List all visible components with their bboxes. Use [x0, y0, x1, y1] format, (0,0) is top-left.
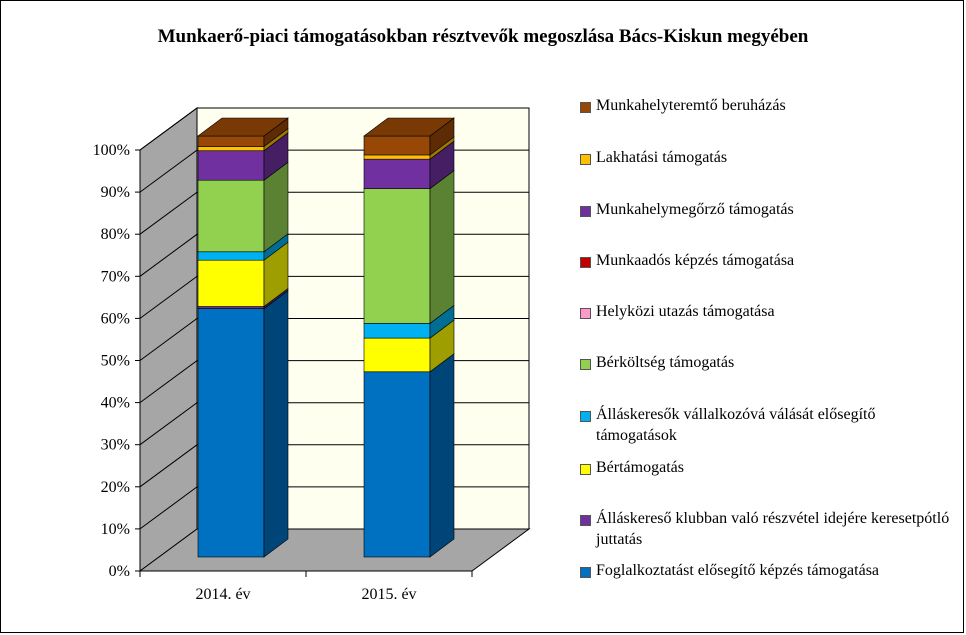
- y-tick-label: 40%: [101, 395, 130, 412]
- bar-top: [197, 117, 289, 137]
- legend-label: Álláskeresők vállalkozóvá válását előseg…: [596, 406, 876, 444]
- y-tick-label: 50%: [101, 353, 130, 370]
- bar-segment-side: [429, 170, 455, 324]
- legend-swatch: [580, 308, 591, 319]
- legend-label: Bérköltség támogatás: [596, 354, 735, 371]
- y-tick-label: 90%: [101, 184, 130, 201]
- legend-swatch: [580, 515, 591, 526]
- bars: [197, 117, 455, 558]
- gridline: [139, 107, 529, 151]
- legend-label: Helyközi utazás támogatása: [596, 303, 775, 320]
- legend-label: Bértámogatás: [596, 459, 684, 476]
- legend-label: Álláskereső klubban való részvétel idejé…: [596, 510, 950, 548]
- y-tick-label: 30%: [101, 437, 130, 454]
- legend-label: Foglalkoztatást elősegítő képzés támogat…: [596, 562, 880, 579]
- bar-stack: [197, 117, 289, 558]
- axes: [135, 149, 473, 577]
- legend-swatch: [580, 257, 591, 268]
- bar-segment: [197, 259, 265, 307]
- legend-swatch: [580, 464, 591, 475]
- x-tick-label: 2014. év: [195, 586, 250, 603]
- legend-label: Lakhatási támogatás: [596, 149, 728, 166]
- bar-segment: [197, 146, 265, 152]
- legend-swatch: [580, 567, 591, 578]
- chart-title: Munkaerő-piaci támogatásokban résztvevők…: [157, 26, 809, 47]
- bar-segment-side: [429, 353, 455, 558]
- y-tick-label: 100%: [93, 142, 130, 159]
- y-tick-label: 80%: [101, 226, 130, 243]
- bar-segment: [197, 179, 265, 253]
- bar-segment: [197, 135, 265, 147]
- y-tick-label: 70%: [101, 268, 130, 285]
- bar-stack: [363, 117, 455, 558]
- legend-swatch: [580, 154, 591, 165]
- bar-segment: [197, 308, 265, 558]
- legend-label: Munkaadós képzés támogatása: [596, 252, 795, 269]
- bar-segment: [197, 251, 265, 261]
- y-tick-label: 0%: [109, 563, 130, 580]
- x-tick-labels: 2014. év 2015. év: [195, 586, 416, 603]
- bar-segment: [363, 337, 431, 373]
- bar-segment: [363, 323, 431, 339]
- y-tick-label: 10%: [101, 521, 130, 538]
- x-tick-label: 2015. év: [361, 586, 416, 603]
- legend-swatch: [580, 411, 591, 422]
- bar-segment: [363, 154, 431, 160]
- legend-label: Munkahelymegőrző támogatás: [596, 201, 794, 218]
- bar-segment: [363, 371, 431, 558]
- y-tick-label: 60%: [101, 310, 130, 327]
- legend-swatch: [580, 206, 591, 217]
- y-tick-label: 20%: [101, 479, 130, 496]
- bar-top: [363, 117, 455, 137]
- bar-segment: [197, 306, 265, 309]
- y-tick-labels: 0% 10% 20% 30% 40% 50% 60% 70% 80% 90% 100%: [93, 142, 130, 580]
- bar-segment-side: [263, 290, 289, 558]
- legend-label: Munkahelyteremtő beruházás: [596, 97, 786, 114]
- bar-segment: [197, 150, 265, 181]
- legend-swatch: [580, 102, 591, 113]
- bar-segment: [363, 135, 431, 156]
- bar-segment: [363, 158, 431, 189]
- bar-segment: [363, 188, 431, 324]
- legend-swatch: [580, 359, 591, 370]
